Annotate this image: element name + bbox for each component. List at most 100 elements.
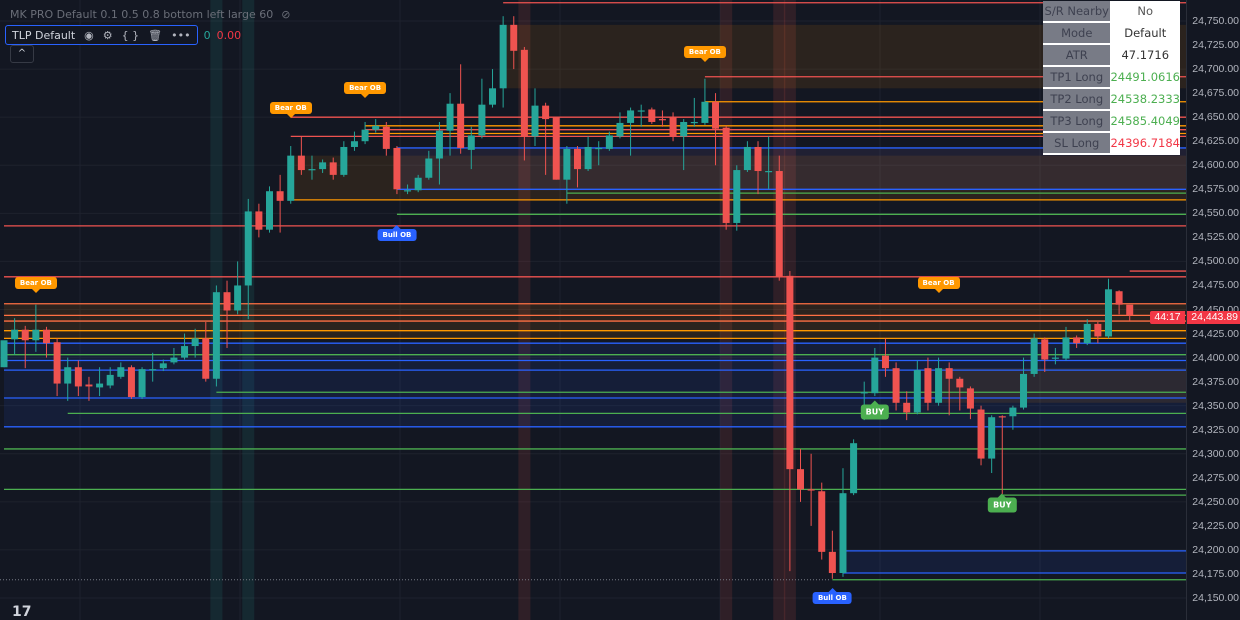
- order-block-zone: [842, 550, 1186, 574]
- indicator-name: MK PRO Default 0.1 0.5 0.8 bottom left l…: [10, 8, 274, 21]
- candle-body: [287, 155, 295, 201]
- info-row: S/R Nearby No: [1043, 1, 1180, 23]
- info-row: TP2 Long 24538.2333: [1043, 88, 1180, 111]
- candle-body: [680, 121, 688, 137]
- price-axis[interactable]: 24,750.00 24,725.00 24,700.00 24,675.00 24,6…: [1186, 0, 1240, 620]
- candle-body: [881, 355, 889, 369]
- candle-body: [276, 191, 284, 201]
- more-icon[interactable]: •••: [171, 28, 191, 42]
- bear-signal-label: Bear OB: [683, 45, 726, 62]
- candle-body: [319, 162, 327, 170]
- candle-body: [53, 342, 61, 384]
- tlp-legend-box[interactable]: TLP Default ◉ ⚙ { } 🗑︎ •••: [5, 25, 198, 45]
- candle-body: [96, 383, 104, 388]
- bear-signal-label: Bear OB: [917, 276, 960, 293]
- session-band: [773, 0, 786, 620]
- indicator-legend-tlp[interactable]: TLP Default ◉ ⚙ { } 🗑︎ ••• 0 0.00: [5, 25, 241, 45]
- candle-body: [510, 24, 518, 51]
- candle-body: [860, 392, 868, 394]
- delete-icon[interactable]: 🗑︎: [148, 28, 163, 42]
- candle-body: [11, 329, 19, 340]
- candle-body: [127, 367, 135, 398]
- tradingview-logo-icon[interactable]: 17: [12, 604, 32, 620]
- candle-body: [223, 292, 231, 311]
- candle-body: [329, 162, 337, 175]
- candle-body: [520, 49, 528, 137]
- candle-body: [956, 378, 964, 388]
- candle-body: [1115, 291, 1123, 305]
- candle-body: [159, 363, 167, 369]
- bear-signal-label: Bear OB: [14, 276, 57, 293]
- candle-body: [818, 491, 826, 552]
- price-tick-label: 24,575.00: [1192, 183, 1239, 196]
- candle-body: [170, 357, 178, 363]
- bull-signal-label: Bull OB: [377, 225, 417, 242]
- info-row: ATR 47.1716: [1043, 44, 1180, 67]
- candle-body: [616, 122, 624, 137]
- candle-body: [350, 141, 358, 147]
- price-tick-label: 24,275.00: [1192, 471, 1239, 484]
- price-tick-label: 24,600.00: [1192, 159, 1239, 172]
- candle-body: [1051, 357, 1059, 359]
- info-value: 24396.7184: [1110, 132, 1180, 155]
- price-tick-label: 24,750.00: [1192, 15, 1239, 27]
- buy-signal-label: BUY: [988, 493, 1017, 513]
- candle-body: [1041, 339, 1049, 360]
- candle-body: [414, 177, 422, 191]
- candle-body: [393, 147, 401, 190]
- candle-body: [0, 340, 8, 368]
- source-code-icon[interactable]: { }: [121, 28, 140, 42]
- settings-icon[interactable]: ⚙: [102, 28, 113, 42]
- candle-body: [977, 409, 985, 459]
- buy-signal-label: BUY: [860, 400, 890, 420]
- bear-signal-label: Bear OB: [344, 82, 387, 99]
- candle-body: [74, 367, 82, 387]
- price-tick-label: 24,650.00: [1192, 111, 1239, 124]
- indicator-legend-mkpro[interactable]: MK PRO Default 0.1 0.5 0.8 bottom left l…: [10, 8, 290, 21]
- price-tick-label: 24,525.00: [1192, 231, 1239, 244]
- candle-body: [595, 147, 603, 150]
- candle-body: [202, 338, 210, 379]
- info-label: ATR: [1043, 44, 1111, 67]
- candle-body: [701, 101, 709, 123]
- candle-body: [138, 369, 146, 398]
- current-price-tag: 24,443.89: [1187, 311, 1240, 324]
- bar-countdown-tag: 44:17: [1150, 311, 1185, 324]
- bear-signal-label: Bear OB: [269, 101, 312, 118]
- price-tick-label: 24,225.00: [1192, 519, 1239, 532]
- collapse-legend-button[interactable]: ^: [10, 45, 34, 63]
- candle-body: [1083, 323, 1091, 344]
- info-label: TP3 Long: [1043, 110, 1111, 133]
- candle-body: [531, 105, 539, 137]
- candle-body: [998, 416, 1006, 418]
- candle-body: [117, 367, 125, 377]
- price-tick-label: 24,200.00: [1192, 543, 1239, 556]
- info-label: TP1 Long: [1043, 66, 1111, 89]
- bar-countdown: 44:17: [1154, 311, 1181, 323]
- candle-body: [457, 103, 465, 148]
- candle-body: [637, 110, 645, 112]
- candle-body: [149, 369, 157, 371]
- price-tick-label: 24,725.00: [1192, 39, 1239, 52]
- info-label: SL Long: [1043, 132, 1111, 155]
- candle-body: [903, 402, 911, 413]
- candle-body: [1094, 323, 1102, 337]
- price-tick-label: 24,425.00: [1192, 327, 1239, 340]
- eye-slash-icon[interactable]: ⊘: [281, 8, 291, 21]
- candle-body: [234, 285, 242, 311]
- info-value: 24491.0616: [1110, 66, 1180, 89]
- candle-body: [499, 24, 507, 89]
- info-label: Mode: [1043, 22, 1111, 45]
- candle-body: [404, 190, 412, 192]
- candle-body: [775, 171, 783, 277]
- candle-body: [966, 388, 974, 409]
- candle-body: [340, 146, 348, 175]
- eye-icon[interactable]: ◉: [84, 28, 94, 42]
- candle-body: [892, 368, 900, 403]
- candle-body: [563, 148, 571, 180]
- candle-body: [850, 443, 858, 494]
- info-table: S/R Nearby No Mode Default ATR 47.1716 TP1 Lon…: [1043, 1, 1180, 155]
- candle-body: [478, 104, 486, 136]
- price-tick-label: 24,300.00: [1192, 447, 1239, 460]
